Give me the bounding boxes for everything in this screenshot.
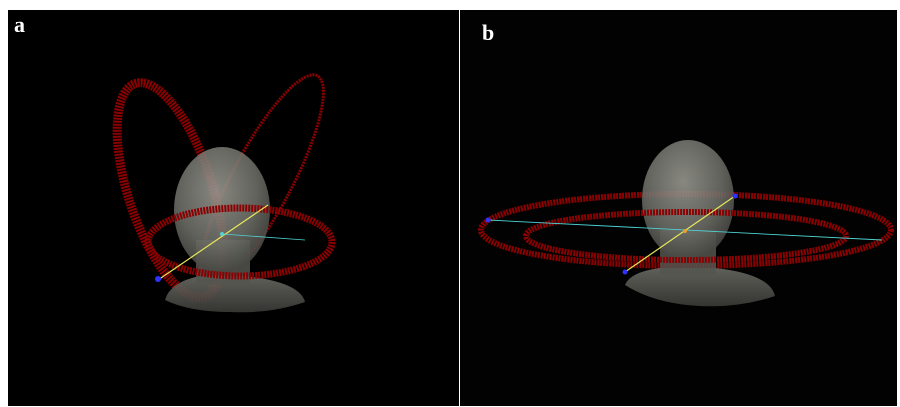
marker xyxy=(486,218,491,223)
figure: a b xyxy=(0,0,900,407)
marker xyxy=(220,232,224,236)
page: a b (() => { const data = JSON.parse(doc… xyxy=(0,0,900,407)
panel-b: b xyxy=(460,10,897,406)
marker xyxy=(155,276,161,282)
panel-a: a xyxy=(8,10,459,406)
marker xyxy=(683,229,687,233)
marker xyxy=(623,270,628,275)
marker xyxy=(733,194,738,199)
panel-label: b xyxy=(482,20,494,45)
head xyxy=(642,140,734,260)
panel-label: a xyxy=(14,12,25,37)
